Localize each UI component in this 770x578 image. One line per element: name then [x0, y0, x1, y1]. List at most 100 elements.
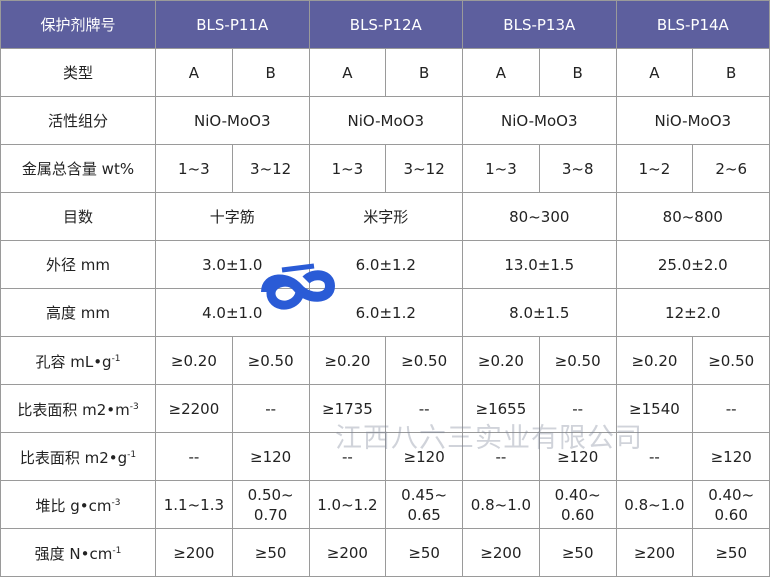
cell: 8.0±1.5 [462, 288, 617, 337]
row: 比表面积 m2•g-1 -- ≥120 -- ≥120 -- ≥120 -- ≥120 [0, 432, 770, 481]
logo [261, 263, 336, 310]
cell: 13.0±1.5 [462, 240, 617, 289]
cell: ≥200 [615, 528, 694, 577]
cell: ≥50 [385, 528, 464, 577]
cell: 0.40~ 0.60 [692, 480, 770, 529]
cell: A [308, 48, 387, 97]
label-sup: -1 [111, 354, 121, 364]
cell: ≥120 [538, 432, 617, 481]
cell: B [692, 48, 770, 97]
cell: NiO-MoO3 [615, 96, 770, 145]
row: 活性组分 NiO-MoO3 NiO-MoO3 NiO-MoO3 NiO-MoO3 [0, 96, 770, 145]
cell: A [615, 48, 694, 97]
cell: ≥50 [692, 528, 770, 577]
cell: 1.1~1.3 [155, 480, 233, 529]
cell: 80~300 [462, 192, 617, 241]
cell: B [538, 48, 617, 97]
cell: NiO-MoO3 [155, 96, 310, 145]
cell: 0.45~ 0.65 [385, 480, 464, 529]
cell: ≥120 [692, 432, 770, 481]
cell: 米字形 [308, 192, 464, 241]
cell-line: 0.45~ [401, 485, 448, 504]
cell: 1~3 [155, 144, 233, 193]
cell: ≥0.50 [692, 336, 770, 385]
cell: ≥50 [538, 528, 617, 577]
cell: ≥200 [155, 528, 233, 577]
cell: 0.40~ 0.60 [538, 480, 617, 529]
header-row: 保护剂牌号 BLS-P11A BLS-P12A BLS-P13A BLS-P14A [0, 0, 770, 49]
cell: A [155, 48, 233, 97]
cell: NiO-MoO3 [308, 96, 464, 145]
cell: NiO-MoO3 [462, 96, 617, 145]
cell: 1~3 [462, 144, 540, 193]
cell: -- [155, 432, 233, 481]
cell: ≥0.20 [615, 336, 694, 385]
cell: ≥0.50 [231, 336, 310, 385]
label-text: 比表面积 m2•g [19, 449, 128, 467]
cell: ≥0.20 [308, 336, 387, 385]
row-label: 强度 N•cm-1 [0, 528, 156, 577]
row: 强度 N•cm-1 ≥200 ≥50 ≥200 ≥50 ≥200 ≥50 ≥200 ≥50 [0, 528, 770, 577]
cell-line: 0.40~ [554, 485, 601, 504]
cell: ≥0.20 [462, 336, 540, 385]
cell: 3~8 [538, 144, 617, 193]
cell: A [462, 48, 540, 97]
cell: 80~800 [615, 192, 770, 241]
label-text: 堆比 g•cm [35, 497, 112, 515]
row: 目数 十字筋 米字形 80~300 80~800 [0, 192, 770, 241]
label-sup: -1 [127, 450, 137, 460]
cell: 1~2 [615, 144, 694, 193]
row-label: 比表面积 m2•g-1 [0, 432, 156, 481]
cell: 6.0±1.2 [308, 288, 464, 337]
cell: ≥0.50 [538, 336, 617, 385]
header-cell: 保护剂牌号 [0, 0, 156, 49]
cell: ≥1540 [615, 384, 694, 433]
cell: -- [385, 384, 464, 433]
cell: ≥200 [462, 528, 540, 577]
cell-line: 0.60 [560, 505, 595, 524]
cell: -- [692, 384, 770, 433]
cell-line: 0.60 [714, 505, 748, 524]
label-text: 孔容 mL•g [35, 353, 112, 371]
row: 外径 mm 3.0±1.0 6.0±1.2 13.0±1.5 25.0±2.0 [0, 240, 770, 289]
cell: ≥1735 [308, 384, 387, 433]
row-label: 孔容 mL•g-1 [0, 336, 156, 385]
row-label: 比表面积 m2•m-3 [0, 384, 156, 433]
cell: 0.50~ 0.70 [231, 480, 310, 529]
cell: 12±2.0 [615, 288, 770, 337]
cell: 1~3 [308, 144, 387, 193]
cell: ≥2200 [155, 384, 233, 433]
row-label: 目数 [0, 192, 156, 241]
cell: -- [462, 432, 540, 481]
row-label: 金属总含量 wt% [0, 144, 156, 193]
cell: 十字筋 [155, 192, 310, 241]
cell: ≥0.20 [155, 336, 233, 385]
cell-line: 0.65 [407, 505, 441, 524]
cell: 0.8~1.0 [462, 480, 540, 529]
header-cell: BLS-P14A [615, 0, 770, 49]
row-label: 堆比 g•cm-3 [0, 480, 156, 529]
cell: B [231, 48, 310, 97]
cell: ≥50 [231, 528, 310, 577]
cell: ≥120 [385, 432, 464, 481]
row: 堆比 g•cm-3 1.1~1.3 0.50~ 0.70 1.0~1.2 0.45~ 0.6… [0, 480, 770, 529]
cell: 1.0~1.2 [308, 480, 387, 529]
cell: 3~12 [231, 144, 310, 193]
cell-line: 0.50~ [247, 485, 294, 504]
row-label: 外径 mm [0, 240, 156, 289]
header-cell: BLS-P13A [462, 0, 617, 49]
label-text: 强度 N•cm [34, 545, 113, 563]
cell-line: 0.70 [253, 505, 288, 524]
cell: 25.0±2.0 [615, 240, 770, 289]
cell: -- [538, 384, 617, 433]
row: 高度 mm 4.0±1.0 6.0±1.2 8.0±1.5 12±2.0 [0, 288, 770, 337]
row: 比表面积 m2•m-3 ≥2200 -- ≥1735 -- ≥1655 -- ≥1540 -- [0, 384, 770, 433]
cell: 3~12 [385, 144, 464, 193]
label-sup: -1 [112, 546, 122, 556]
cell-line: 0.40~ [708, 485, 755, 504]
row: 类型 A B A B A B A B [0, 48, 770, 97]
header-cell: BLS-P12A [308, 0, 464, 49]
cell: ≥120 [231, 432, 310, 481]
row-label: 高度 mm [0, 288, 156, 337]
watermark: 江西八六三实业有限公司 [335, 423, 643, 454]
